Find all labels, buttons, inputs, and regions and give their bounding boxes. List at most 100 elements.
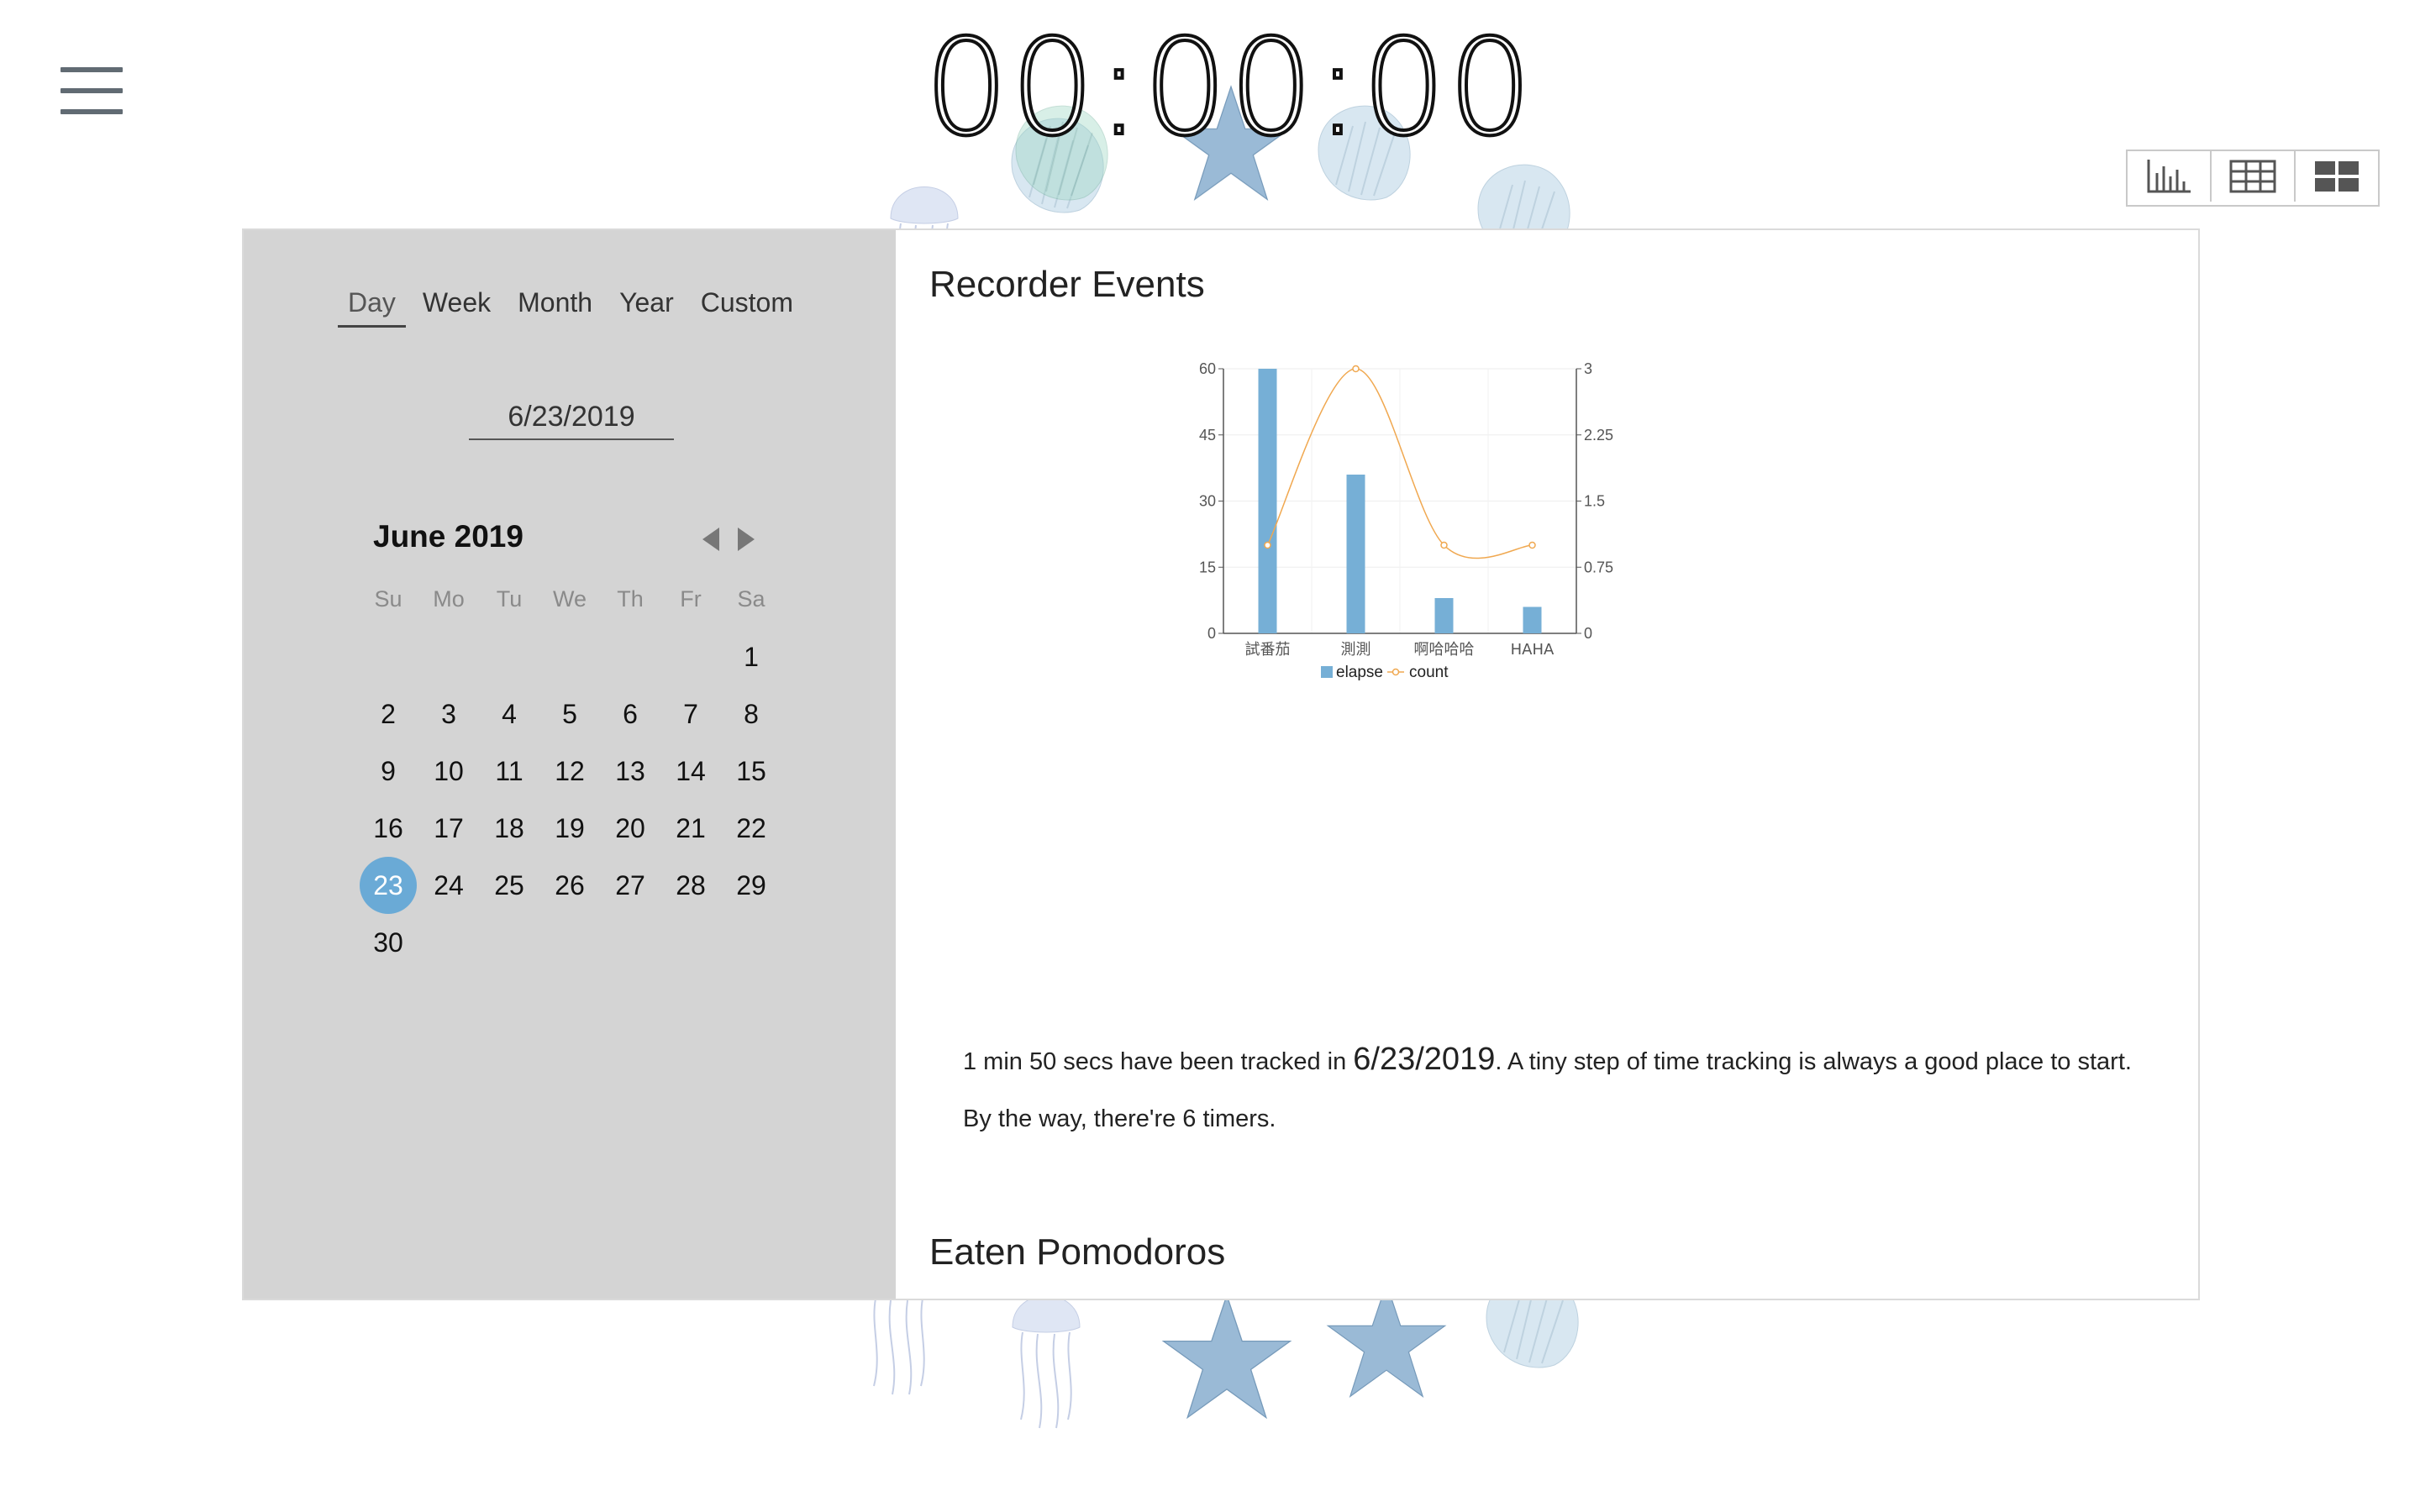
legend-count-marker bbox=[1392, 668, 1400, 676]
calendar-day[interactable]: 27 bbox=[600, 857, 660, 914]
calendar-day-number: 20 bbox=[615, 812, 645, 843]
calendar-month-label: June 2019 bbox=[373, 519, 523, 554]
calendar-day-number: 19 bbox=[555, 812, 585, 843]
chart-y2-tick-label: 0 bbox=[1584, 625, 1592, 642]
chart-series-line bbox=[1266, 368, 1533, 559]
calendar-blank bbox=[479, 628, 539, 685]
calendar-day[interactable]: 3 bbox=[418, 685, 479, 743]
calendar-day[interactable]: 25 bbox=[479, 857, 539, 914]
tab-day[interactable]: Day bbox=[338, 287, 406, 328]
calendar-day[interactable]: 14 bbox=[660, 743, 721, 800]
calendar-day[interactable]: 16 bbox=[358, 800, 418, 857]
calendar-blank bbox=[660, 628, 721, 685]
chart-bar bbox=[1346, 475, 1365, 633]
calendar-day[interactable]: 7 bbox=[660, 685, 721, 743]
summary-text: 1 min 50 secs have been tracked in 6/23/… bbox=[963, 1043, 2139, 1078]
legend-elapse-swatch bbox=[1321, 666, 1333, 678]
calendar-day-number: 9 bbox=[381, 755, 396, 786]
summary-prefix: 1 min 50 secs have been tracked in bbox=[963, 1048, 1354, 1075]
next-month-icon[interactable] bbox=[738, 528, 755, 551]
tab-year[interactable]: Year bbox=[619, 287, 674, 318]
recorder-events-title: Recorder Events bbox=[929, 264, 1205, 305]
summary-date: 6/23/2019 bbox=[1353, 1042, 1496, 1077]
chart-y-tick-label: 0 bbox=[1207, 625, 1216, 642]
chart-y2-tick-label: 3 bbox=[1584, 360, 1592, 377]
calendar-day[interactable]: 10 bbox=[418, 743, 479, 800]
weekday-label: Fr bbox=[680, 585, 702, 612]
calendar-day[interactable]: 26 bbox=[539, 857, 600, 914]
chart-y2-tick-label: 2.25 bbox=[1584, 427, 1613, 444]
calendar-day[interactable]: 19 bbox=[539, 800, 600, 857]
calendar-day[interactable]: 17 bbox=[418, 800, 479, 857]
calendar-day-number: 3 bbox=[441, 698, 456, 729]
tab-week[interactable]: Week bbox=[422, 287, 492, 318]
grid-view-icon[interactable] bbox=[2296, 151, 2378, 202]
chart-view-icon[interactable] bbox=[2128, 151, 2212, 202]
calendar: June 2019 Su Mo Tu We Th Fr Sa 1 2 3 4 5 6 7 8 9 10 11 12 1… bbox=[358, 519, 792, 971]
calendar-day[interactable]: 30 bbox=[358, 914, 418, 971]
calendar-day-number: 24 bbox=[434, 869, 464, 900]
calendar-day-number: 30 bbox=[373, 927, 403, 958]
hamburger-menu-icon[interactable] bbox=[60, 67, 124, 118]
timer-display: 00:00:00 bbox=[923, 11, 1534, 165]
calendar-day[interactable]: 11 bbox=[479, 743, 539, 800]
summary-suffix: . A tiny step of time tracking is always… bbox=[1495, 1048, 2132, 1075]
calendar-day[interactable]: 12 bbox=[539, 743, 600, 800]
range-tabs: Day Week Month Year Custom bbox=[338, 287, 810, 328]
calendar-day-number: 28 bbox=[676, 869, 706, 900]
weekday-label: Mo bbox=[433, 585, 465, 612]
calendar-day[interactable]: 5 bbox=[539, 685, 600, 743]
chart-bar bbox=[1523, 606, 1542, 633]
calendar-blank bbox=[600, 628, 660, 685]
calendar-day[interactable]: 18 bbox=[479, 800, 539, 857]
calendar-day-number: 4 bbox=[502, 698, 517, 729]
calendar-day-number: 17 bbox=[434, 812, 464, 843]
calendar-day[interactable]: 29 bbox=[721, 857, 781, 914]
tab-custom[interactable]: Custom bbox=[700, 287, 793, 318]
calendar-day[interactable]: 21 bbox=[660, 800, 721, 857]
chart-bar bbox=[1434, 598, 1454, 633]
legend-count-label: count bbox=[1409, 664, 1449, 681]
calendar-day-number: 12 bbox=[555, 755, 585, 786]
calendar-day-number: 2 bbox=[381, 698, 396, 729]
calendar-day-number: 1 bbox=[744, 641, 759, 672]
chart-bar bbox=[1258, 369, 1277, 633]
calendar-day[interactable]: 9 bbox=[358, 743, 418, 800]
calendar-day[interactable]: 24 bbox=[418, 857, 479, 914]
weekday-label: Tu bbox=[496, 585, 523, 612]
calendar-grid: Su Mo Tu We Th Fr Sa 1 2 3 4 5 6 7 8 9 10 11 12 13 14 15 16 17 1… bbox=[358, 570, 792, 971]
calendar-day[interactable]: 8 bbox=[721, 685, 781, 743]
calendar-day[interactable]: 15 bbox=[721, 743, 781, 800]
view-toggle bbox=[2126, 150, 2380, 207]
calendar-day[interactable]: 22 bbox=[721, 800, 781, 857]
calendar-day[interactable]: 28 bbox=[660, 857, 721, 914]
calendar-day[interactable]: 1 bbox=[721, 628, 781, 685]
calendar-day-number: 10 bbox=[434, 755, 464, 786]
calendar-day-number: 25 bbox=[494, 869, 524, 900]
chart-point bbox=[1264, 541, 1271, 549]
date-selector-pane: Day Week Month Year Custom June 2019 Su M… bbox=[244, 230, 896, 1299]
calendar-blank bbox=[358, 628, 418, 685]
calendar-day-selected[interactable]: 23 bbox=[358, 857, 418, 914]
calendar-day-number: 16 bbox=[373, 812, 403, 843]
previous-month-icon[interactable] bbox=[702, 528, 719, 551]
chart-x-tick-label: 試番茄 bbox=[1245, 641, 1291, 659]
calendar-day-number: 26 bbox=[555, 869, 585, 900]
calendar-day[interactable]: 13 bbox=[600, 743, 660, 800]
calendar-day[interactable]: 4 bbox=[479, 685, 539, 743]
calendar-day[interactable]: 2 bbox=[358, 685, 418, 743]
calendar-day[interactable]: 6 bbox=[600, 685, 660, 743]
table-view-icon[interactable] bbox=[2212, 151, 2296, 202]
calendar-header: June 2019 bbox=[358, 519, 792, 570]
calendar-day[interactable]: 20 bbox=[600, 800, 660, 857]
chart-point bbox=[1440, 541, 1448, 549]
chart-y-tick-label: 45 bbox=[1199, 427, 1216, 444]
calendar-day-number: 18 bbox=[494, 812, 524, 843]
chart-point bbox=[1352, 365, 1360, 373]
summary: 1 min 50 secs have been tracked in 6/23/… bbox=[963, 1043, 2139, 1160]
tab-month[interactable]: Month bbox=[518, 287, 593, 318]
eaten-pomodoros-title: Eaten Pomodoros bbox=[929, 1231, 1226, 1273]
date-input[interactable] bbox=[469, 395, 674, 440]
calendar-day-number: 22 bbox=[736, 812, 766, 843]
recorder-events-chart: 0 15 30 45 60 0 0.75 1.5 2.25 3 試番茄 測測 啊哈哈哈 HAHA elaps… bbox=[1199, 360, 1613, 681]
